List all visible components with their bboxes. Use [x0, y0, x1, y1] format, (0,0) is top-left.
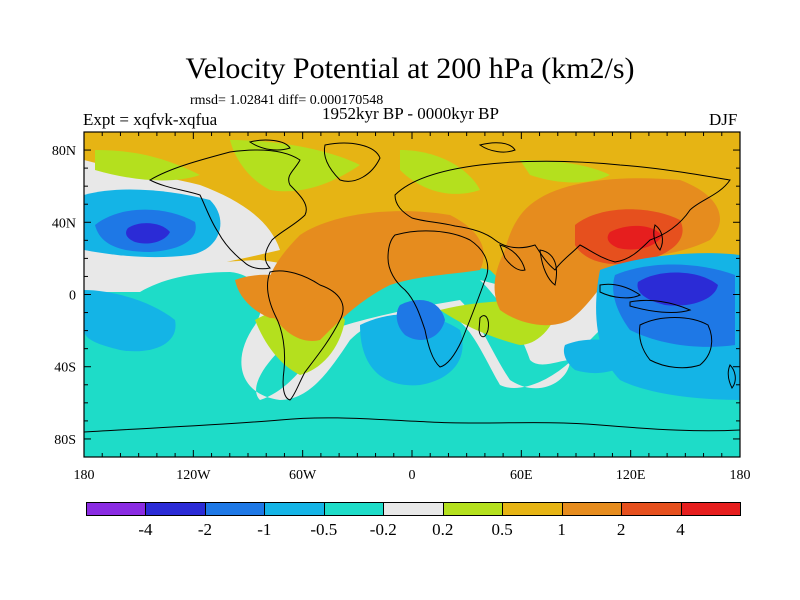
colorbar-swatch — [323, 502, 385, 516]
lat-tick-label: 40S — [54, 361, 76, 376]
lat-tick-label: 40N — [52, 216, 76, 231]
season-label: DJF — [709, 110, 738, 129]
colorbar — [86, 502, 741, 516]
contour-fill — [84, 132, 740, 457]
colorbar-swatch — [621, 502, 682, 516]
colorbar-label: 0.2 — [432, 520, 454, 539]
axis-tick-labels: 180 120W 60W 0 60E 120E 180 80N 40N 0 40S 80S — [52, 144, 751, 483]
lon-tick-label: 120W — [176, 468, 211, 483]
colorbar-label: -0.5 — [310, 520, 338, 539]
lon-tick-label: 120E — [616, 468, 646, 483]
colorbar-label: -1 — [257, 520, 272, 539]
colorbar-swatch — [145, 502, 206, 516]
colorbar-swatch — [204, 502, 266, 516]
coastlines — [84, 139, 740, 433]
period-label: 1952kyr BP - 0000kyr BP — [322, 104, 499, 123]
colorbar-label: 4 — [676, 520, 685, 539]
colorbar-label: -2 — [197, 520, 212, 539]
colorbar-swatch — [502, 502, 563, 516]
map-title: Velocity Potential at 200 hPa (km2/s) — [185, 52, 635, 85]
lat-tick-label: 0 — [69, 289, 76, 304]
lon-tick-label: 60W — [289, 468, 317, 483]
colorbar-swatch — [383, 502, 444, 516]
rmsd-diff-stats: rmsd= 1.02841 diff= 0.000170548 — [190, 93, 384, 108]
colorbar-swatch — [264, 502, 325, 516]
colorbar-swatch — [561, 502, 623, 516]
colorbar-label: 0.5 — [491, 520, 513, 539]
colorbar-label: 1 — [557, 520, 566, 539]
experiment-label: Expt = xqfvk-xqfua — [83, 110, 218, 129]
colorbar-label: -4 — [138, 520, 153, 539]
lon-tick-label: 60E — [510, 468, 533, 483]
lon-tick-label: 0 — [409, 468, 416, 483]
colorbar-swatch — [680, 502, 741, 516]
lon-tick-label: 180 — [74, 468, 95, 483]
axis-ticks — [83, 131, 741, 458]
colorbar-label: -0.2 — [369, 520, 397, 539]
lat-tick-label: 80N — [52, 144, 76, 159]
lon-tick-label: 180 — [730, 468, 751, 483]
colorbar-label: 2 — [616, 520, 626, 539]
colorbar-swatch — [442, 502, 504, 516]
colorbar-swatch — [86, 502, 147, 516]
lat-tick-label: 80S — [54, 433, 76, 448]
